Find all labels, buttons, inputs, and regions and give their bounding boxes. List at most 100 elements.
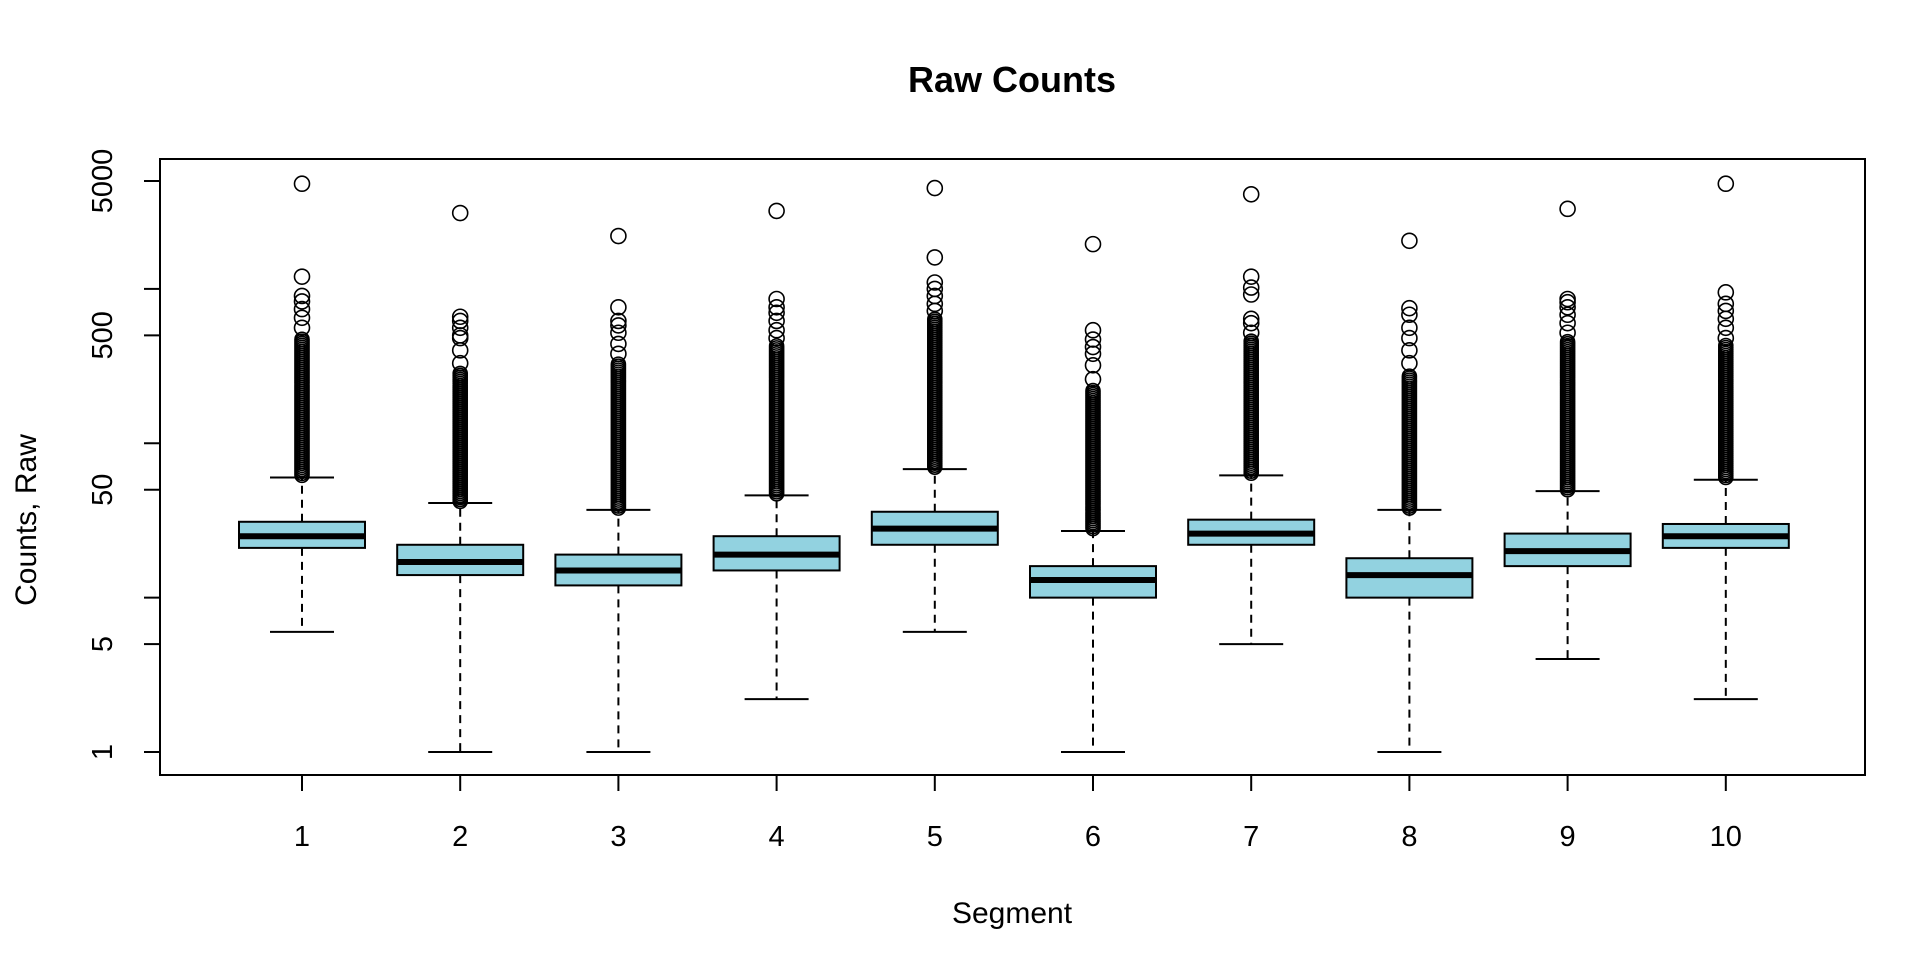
box-1 <box>238 476 366 633</box>
outlier-point <box>1401 354 1418 372</box>
outliers-8 <box>1401 232 1418 516</box>
x-tick-label: 1 <box>294 821 310 853</box>
outlier-point <box>293 319 311 337</box>
outlier-point <box>768 304 785 322</box>
outliers-3 <box>610 227 627 516</box>
outlier-point <box>1559 200 1576 218</box>
outlier-point <box>1084 356 1102 374</box>
outlier-point <box>1401 342 1418 359</box>
outlier-point <box>1242 310 1260 328</box>
outlier-point <box>1084 235 1102 253</box>
outlier-point <box>1242 324 1260 342</box>
outlier-point <box>610 335 627 353</box>
outlier-point <box>451 308 469 326</box>
box-2 <box>396 502 525 753</box>
outlier-point <box>1717 295 1735 313</box>
box-6 <box>1029 530 1157 753</box>
outlier-point <box>1559 324 1576 342</box>
outlier-point <box>768 298 785 316</box>
plot-frame <box>159 158 1866 776</box>
outlier-point <box>926 179 944 197</box>
outlier-point <box>451 319 469 337</box>
outlier-point <box>451 354 469 372</box>
outlier-point <box>1085 382 1101 399</box>
box-7 <box>1187 474 1316 646</box>
x-tick-label: 6 <box>1085 821 1101 853</box>
outlier-point <box>926 287 944 305</box>
outlier-point <box>1559 333 1576 350</box>
outlier-point <box>1084 370 1102 388</box>
outlier-point <box>768 290 785 308</box>
outlier-point <box>1717 329 1735 347</box>
y-tick-label: 500 <box>87 311 119 359</box>
outlier-point <box>1401 319 1418 337</box>
outlier-point <box>293 268 311 285</box>
outliers-5 <box>926 179 944 475</box>
outliers-7 <box>1242 186 1260 481</box>
outlier-series <box>293 175 1735 537</box>
outlier-point <box>926 280 944 298</box>
outlier-point <box>1718 337 1734 354</box>
x-tick-label: 10 <box>1710 821 1742 853</box>
outlier-point <box>1243 333 1259 349</box>
outlier-point <box>1242 286 1260 303</box>
box-4 <box>712 494 841 701</box>
outlier-point <box>768 321 785 339</box>
x-axis: 1 2 3 4 5 6 7 8 9 10 <box>294 775 1742 853</box>
outlier-point <box>451 204 469 222</box>
outlier-point <box>1084 338 1102 356</box>
outlier-point <box>1084 331 1102 348</box>
outliers-10 <box>1717 175 1735 486</box>
outlier-point <box>1401 329 1418 347</box>
outlier-point <box>926 311 943 327</box>
outlier-point <box>293 287 311 305</box>
box-series <box>238 468 1790 753</box>
outlier-point <box>1559 290 1576 308</box>
x-tick-label: 7 <box>1243 821 1259 853</box>
outliers-4 <box>768 202 785 502</box>
chart-title: Raw Counts <box>908 59 1116 100</box>
outlier-point <box>1401 368 1418 384</box>
outlier-point <box>1242 268 1260 285</box>
y-tick-label: 5 <box>87 636 119 652</box>
x-axis-label: Segment <box>952 897 1073 930</box>
outlier-point <box>926 274 944 291</box>
outlier-point <box>610 298 627 316</box>
y-axis-label: Counts, Raw <box>10 434 43 606</box>
outlier-point <box>293 300 311 318</box>
box-10 <box>1661 478 1790 701</box>
outlier-point <box>1559 298 1576 316</box>
outlier-point <box>1717 284 1735 301</box>
x-tick-label: 5 <box>927 821 943 853</box>
x-tick-label: 8 <box>1401 821 1417 853</box>
box-3 <box>554 508 683 753</box>
outlier-point <box>610 317 627 334</box>
outlier-point <box>451 312 469 330</box>
outlier-point <box>293 293 311 310</box>
outlier-point <box>610 227 627 245</box>
outlier-point <box>1717 302 1735 320</box>
outlier-point <box>294 331 310 348</box>
outlier-point <box>1717 175 1735 193</box>
outliers-6 <box>1084 235 1102 537</box>
outlier-point <box>926 249 944 266</box>
y-tick-label: 50 <box>87 474 119 506</box>
y-tick-label: 1 <box>87 744 119 760</box>
outlier-point <box>610 345 627 363</box>
outlier-point <box>768 329 785 347</box>
box-8 <box>1345 508 1474 753</box>
box-5 <box>870 468 999 633</box>
box-9 <box>1503 490 1632 661</box>
outlier-point <box>293 309 311 327</box>
outlier-point <box>1401 232 1418 250</box>
outlier-point <box>768 202 785 220</box>
outliers-1 <box>293 175 311 484</box>
outlier-point <box>610 356 627 372</box>
outlier-point <box>1242 186 1260 203</box>
outlier-point <box>1401 299 1418 317</box>
outlier-point <box>1242 314 1260 332</box>
outlier-point <box>1084 321 1102 339</box>
outliers-9 <box>1559 200 1576 498</box>
